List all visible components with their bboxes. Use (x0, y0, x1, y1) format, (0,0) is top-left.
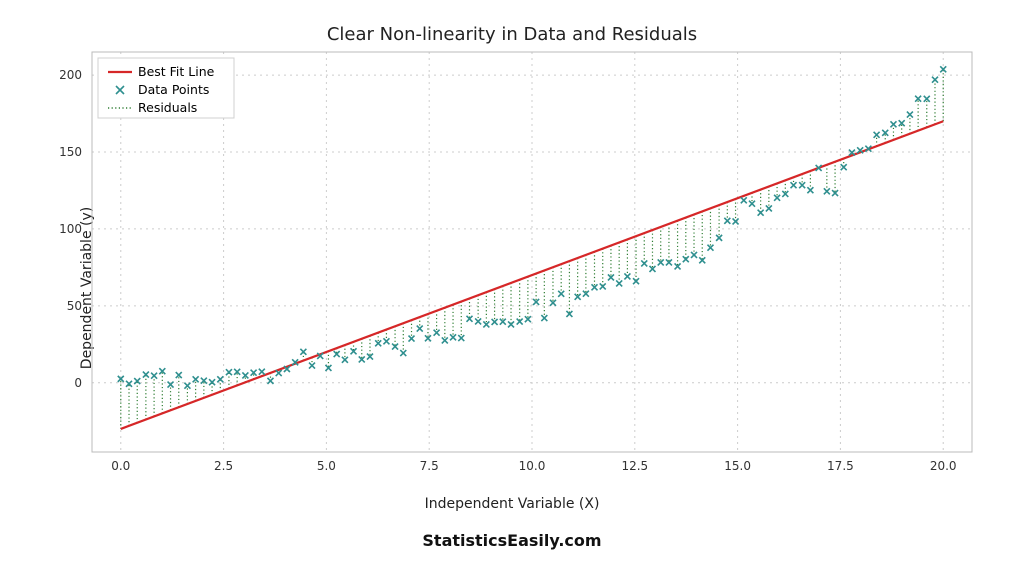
data-point (932, 77, 938, 83)
data-point (342, 357, 348, 363)
data-point (691, 252, 697, 258)
data-point (475, 318, 481, 324)
data-point (791, 182, 797, 188)
data-point (766, 205, 772, 211)
y-tick-label: 200 (59, 68, 82, 82)
data-point (409, 336, 415, 342)
data-point (309, 363, 315, 369)
x-tick-label: 17.5 (827, 459, 854, 473)
x-tick-label: 5.0 (317, 459, 336, 473)
y-tick-label: 100 (59, 222, 82, 236)
data-point (600, 283, 606, 289)
data-point (890, 121, 896, 127)
data-point (541, 315, 547, 321)
x-tick-label: 10.0 (519, 459, 546, 473)
data-point (807, 187, 813, 193)
data-point (184, 383, 190, 389)
data-point (300, 349, 306, 355)
legend-label-fit: Best Fit Line (138, 64, 215, 79)
legend-label-residuals: Residuals (138, 100, 197, 115)
data-point (151, 373, 157, 379)
data-point (749, 201, 755, 207)
data-point (508, 321, 514, 327)
x-axis-label: Independent Variable (X) (0, 496, 1024, 512)
y-tick-label: 150 (59, 145, 82, 159)
data-point (417, 326, 423, 332)
plot-svg: 0.02.55.07.510.012.515.017.520.005010015… (92, 52, 972, 452)
data-point (907, 112, 913, 118)
data-point (716, 235, 722, 241)
x-tick-label: 7.5 (420, 459, 439, 473)
x-tick-label: 20.0 (930, 459, 957, 473)
data-point (641, 260, 647, 266)
data-point (492, 319, 498, 325)
data-point (774, 195, 780, 201)
data-point (633, 278, 639, 284)
data-point (259, 369, 265, 375)
data-point (824, 188, 830, 194)
x-tick-label: 2.5 (214, 459, 233, 473)
x-tick-label: 12.5 (621, 459, 648, 473)
data-point (442, 337, 448, 343)
data-point (143, 372, 149, 378)
legend-label-points: Data Points (138, 82, 209, 97)
data-point (874, 132, 880, 138)
data-point (176, 372, 182, 378)
data-point (434, 330, 440, 336)
data-point (375, 340, 381, 346)
x-tick-label: 0.0 (111, 459, 130, 473)
attribution-text: StatisticsEasily.com (0, 531, 1024, 550)
data-point (741, 197, 747, 203)
data-point (558, 291, 564, 297)
data-point (724, 218, 730, 224)
data-point (624, 273, 630, 279)
data-point (924, 96, 930, 102)
data-point (758, 210, 764, 216)
y-tick-label: 0 (74, 376, 82, 390)
data-point (209, 379, 215, 385)
data-point (267, 378, 273, 384)
y-tick-label: 50 (67, 299, 82, 313)
data-point (134, 378, 140, 384)
data-point (458, 335, 464, 341)
data-point (450, 334, 456, 340)
data-point (841, 164, 847, 170)
data-point (616, 280, 622, 286)
data-point (483, 321, 489, 327)
data-point (383, 338, 389, 344)
data-point (226, 369, 232, 375)
figure: Clear Non-linearity in Data and Residual… (0, 0, 1024, 576)
x-tick-label: 15.0 (724, 459, 751, 473)
data-point (217, 376, 223, 382)
data-point (707, 245, 713, 251)
data-point (683, 256, 689, 262)
data-point (400, 350, 406, 356)
plot-area: 0.02.55.07.510.012.515.017.520.005010015… (92, 52, 972, 452)
data-point (193, 376, 199, 382)
data-point (799, 182, 805, 188)
